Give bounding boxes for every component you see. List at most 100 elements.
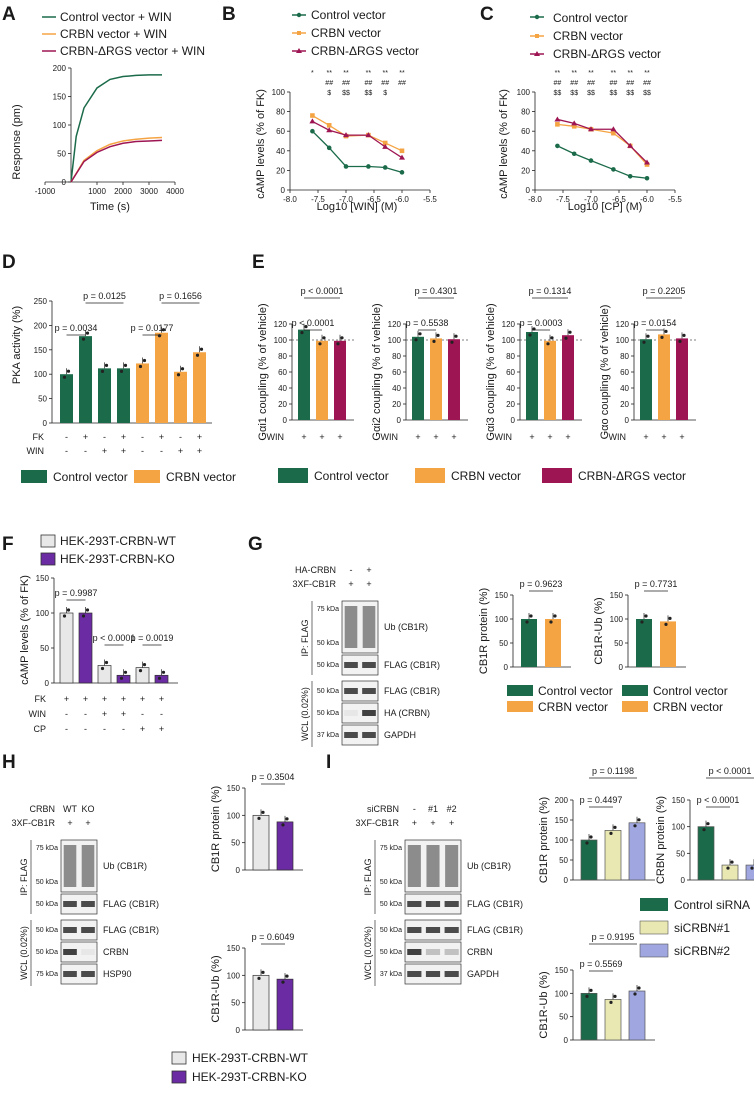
i1-bar — [580, 839, 598, 881]
e3-ylabel: Gαo coupling (% of vehicle) — [599, 305, 611, 440]
e3-y-tick-label: 80 — [620, 352, 629, 361]
e3-y-tick-label: 60 — [620, 368, 629, 377]
panel-label-h: H — [2, 752, 16, 773]
chartB-y-tick-label: 80 — [276, 108, 285, 117]
blotI-band-label: FLAG (CB1R) — [467, 899, 523, 909]
h1-dot — [261, 810, 265, 814]
d-win-sign: - — [160, 446, 163, 456]
blotI-header-label: siCRBN — [367, 804, 399, 814]
i3-y-tick-label: 150 — [555, 966, 569, 975]
i2-bar — [721, 864, 739, 881]
f-dot — [123, 670, 128, 674]
e0-pvalue: p < 0.0001 — [292, 318, 335, 328]
legend-i: Control siRNA siCRBN#1 siCRBN#2 — [639, 898, 750, 958]
blotG-band — [362, 662, 376, 668]
i1-bar — [628, 822, 646, 881]
blotH-mw-label: 75 kDa — [36, 971, 58, 978]
chartC-y-tick-label: 40 — [521, 147, 530, 156]
i3-dot — [585, 994, 589, 998]
a-x-tick-label: 2000 — [114, 187, 132, 196]
e3-dot — [642, 340, 646, 344]
blotI-header-sign: + — [430, 818, 435, 828]
blotI-band-label: Ub (CB1R) — [467, 861, 511, 871]
chartC-sig-dollar: $$ — [610, 90, 618, 97]
legend-i-2: siCRBN#1 — [674, 921, 730, 935]
blotG-mw-label: 50 kDa — [317, 662, 339, 669]
h1-bar — [252, 814, 270, 871]
a-series-line — [70, 139, 163, 183]
h1-y-tick-label: 150 — [227, 784, 241, 793]
h1-bar — [276, 821, 294, 871]
chartC-sig-dollar: $$ — [570, 90, 578, 97]
legend-h-2: HEK-293T-CRBN-KO — [192, 1070, 307, 1084]
e0-bar — [334, 340, 346, 420]
blotH-band-label: Ub (CB1R) — [103, 861, 147, 871]
chartC-sig-dollar: $$ — [554, 90, 562, 97]
h2-ylabel: CB1R-Ub (%) — [210, 955, 222, 1022]
f-bar — [59, 612, 74, 684]
e3-win-label: WIN — [609, 432, 627, 442]
blotH-header-sign: + — [67, 818, 72, 828]
legend-g: Control vector CRBN vector Control vecto… — [507, 684, 728, 714]
d-y-tick-label: 200 — [34, 321, 48, 330]
i3-y-tick-label: 0 — [564, 1036, 569, 1045]
f-dot — [100, 666, 105, 671]
blotI-band-label: CRBN — [467, 947, 493, 957]
blotH-wcl-label: WCL (0.02%) — [19, 926, 29, 980]
chartC-sig-star: ** — [588, 70, 594, 77]
f-dot — [81, 614, 86, 618]
e3-pvalue: p = 0.0154 — [634, 318, 677, 328]
f-row-sign: + — [140, 694, 145, 704]
f-bar — [154, 674, 169, 684]
blotI-band — [425, 901, 441, 907]
e2-y-tick-label: 100 — [502, 336, 516, 345]
e0-ylabel: Gαi1 coupling (% of vehicle) — [257, 303, 269, 440]
e1-y-tick-label: 60 — [392, 368, 401, 377]
h2-y-tick-label: 0 — [236, 1026, 241, 1035]
chartC-x-tick-label: -5.5 — [668, 195, 682, 204]
f-dot — [119, 676, 124, 680]
legend-d-1: Control vector — [53, 470, 128, 484]
blotH-band-label: FLAG (CB1R) — [103, 925, 159, 935]
f-dot — [138, 669, 143, 673]
f-dot — [104, 660, 109, 665]
chartC-x-tick-label: -6.0 — [640, 195, 654, 204]
blotG-band — [362, 710, 376, 716]
g1-ylabel: CB1R protein (%) — [478, 588, 490, 674]
i2-ylabel: CRBN protein (%) — [655, 796, 667, 884]
chartC-sig-dollar: $$ — [626, 90, 634, 97]
blotI-mw-label: 50 kDa — [380, 927, 402, 934]
e2-y-tick-label: 120 — [502, 320, 516, 329]
e0-dot — [340, 336, 344, 340]
chartC-sig-star: ** — [611, 70, 617, 77]
blotH-blot-box — [60, 941, 98, 963]
g1-dot — [529, 614, 533, 618]
d-win-sign: + — [197, 446, 202, 456]
f-y-tick-label: 150 — [36, 574, 50, 583]
g1-y-tick-label: 50 — [499, 639, 508, 648]
f-row-sign: + — [140, 724, 145, 734]
chartC-sig-hash: ## — [570, 80, 578, 87]
legend-c-1: Control vector — [553, 11, 628, 25]
blotG-header-sign: + — [348, 579, 353, 589]
blotI-band-smear — [426, 845, 440, 887]
e3-y-tick-label: 40 — [620, 384, 629, 393]
chartB-point — [310, 113, 315, 118]
f-row-sign: - — [122, 724, 125, 734]
e1-y-tick-label: 0 — [397, 416, 402, 425]
e2-y-tick-label: 60 — [506, 368, 515, 377]
e2-win-label: WIN — [495, 432, 513, 442]
e2-win-sign: + — [547, 432, 552, 442]
e3-y-tick-label: 20 — [620, 400, 629, 409]
legend-e-2: CRBN vector — [451, 469, 521, 483]
f-y-tick-label: 100 — [36, 609, 50, 618]
ylabel-f: cAMP levels (% of FK) — [19, 575, 31, 685]
g1-y-tick-label: 150 — [495, 591, 509, 600]
a-y-tick-label: 200 — [53, 64, 67, 73]
i3-dot — [637, 986, 641, 990]
panel-label-d: D — [2, 252, 16, 273]
chartC-y-tick-label: 80 — [521, 108, 530, 117]
e1-y-tick-label: 80 — [392, 352, 401, 361]
e0-y-tick-label: 60 — [278, 368, 287, 377]
